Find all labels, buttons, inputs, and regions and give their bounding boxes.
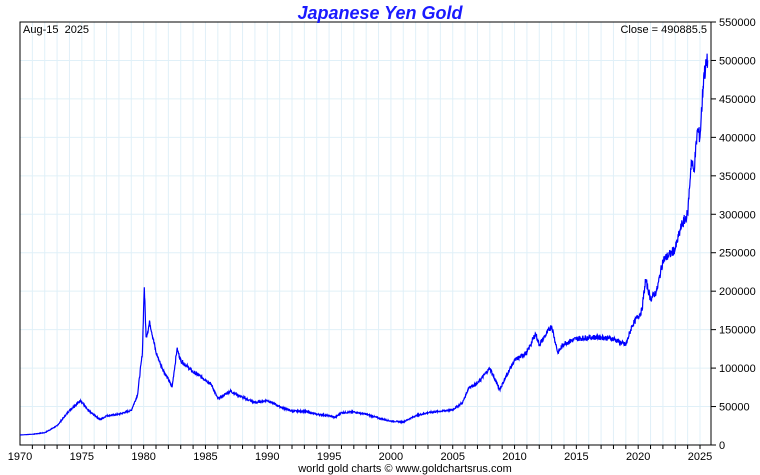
x-tick-label: 1990 <box>255 451 279 463</box>
y-tick-label: 50000 <box>719 402 750 414</box>
y-tick-label: 250000 <box>719 248 756 260</box>
x-tick-label: 2000 <box>379 451 403 463</box>
y-tick-label: 0 <box>719 440 725 452</box>
y-tick-label: 550000 <box>719 17 756 29</box>
y-tick-label: 100000 <box>719 363 756 375</box>
x-axis: 1970 1975 1980 1985 1990 1995 2000 2005 2010 2015… <box>8 445 712 463</box>
date-label: Aug-15 2025 <box>23 24 89 36</box>
x-tick-label: 1995 <box>317 451 341 463</box>
chart-title: Japanese Yen Gold <box>297 3 463 23</box>
x-tick-label: 1985 <box>193 451 217 463</box>
y-tick-label: 350000 <box>719 171 756 183</box>
x-tick-label: 2010 <box>502 451 526 463</box>
series-line-jpy-gold <box>20 53 709 436</box>
x-tick-label: 1980 <box>131 451 155 463</box>
x-tick-label: 2020 <box>626 451 650 463</box>
close-label: Close = 490885.5 <box>620 24 707 36</box>
x-tick-label: 1970 <box>8 451 32 463</box>
grid <box>20 22 711 445</box>
y-tick-label: 400000 <box>719 132 756 144</box>
y-tick-label: 300000 <box>719 209 756 221</box>
x-tick-label: 2015 <box>564 451 588 463</box>
plot-frame <box>19 21 712 446</box>
footer-credit: world gold charts © www.goldchartsrus.co… <box>297 463 512 475</box>
y-axis: 0 50000 100000 150000 200000 250000 300000 3500… <box>711 17 756 452</box>
x-tick-label: 2025 <box>688 451 712 463</box>
y-tick-label: 450000 <box>719 94 756 106</box>
y-tick-label: 200000 <box>719 286 756 298</box>
x-tick-label: 1975 <box>70 451 94 463</box>
y-tick-label: 500000 <box>719 55 756 67</box>
x-tick-label: 2005 <box>440 451 464 463</box>
y-tick-label: 150000 <box>719 325 756 337</box>
